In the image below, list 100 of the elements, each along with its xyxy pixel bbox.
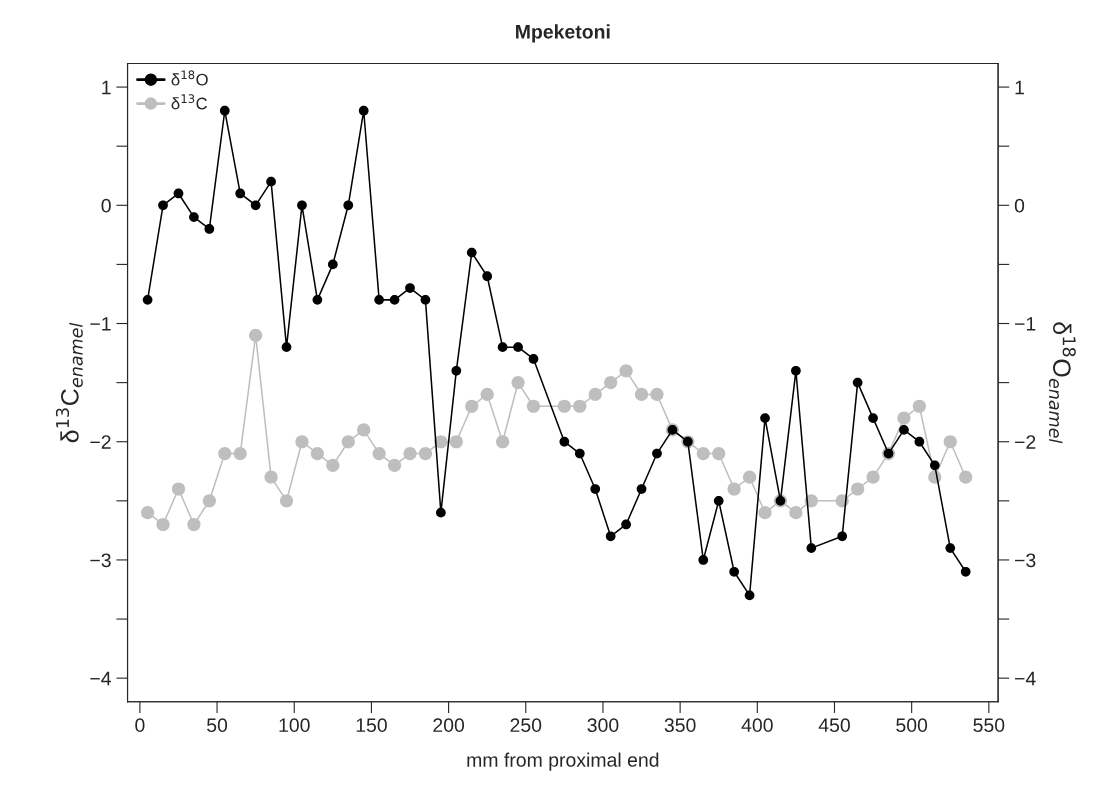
point	[621, 519, 631, 530]
point	[929, 460, 940, 471]
point	[297, 200, 307, 211]
point	[310, 446, 324, 461]
chart-title: Mpeketoni	[516, 24, 610, 43]
point	[605, 531, 616, 542]
point	[480, 387, 494, 402]
point	[868, 413, 878, 423]
point	[852, 377, 863, 388]
point	[791, 365, 801, 376]
x-tick-label: 100	[279, 718, 310, 733]
point	[420, 295, 431, 305]
point	[405, 283, 415, 293]
point	[451, 365, 462, 376]
point	[403, 446, 417, 461]
point	[497, 342, 508, 353]
point	[914, 436, 925, 447]
point	[187, 517, 201, 532]
point	[158, 200, 168, 211]
point	[727, 482, 741, 496]
point	[173, 188, 184, 199]
point	[219, 105, 230, 116]
point	[590, 484, 601, 494]
point	[742, 470, 757, 484]
y-tick-label: 1	[102, 80, 111, 95]
y-tick-label: −2	[90, 435, 111, 449]
x-tick-label: 150	[356, 718, 387, 733]
point	[156, 517, 170, 532]
point	[343, 200, 354, 211]
point	[281, 342, 292, 353]
point	[574, 448, 585, 459]
legend-label: δ$^{18}$O	[171, 70, 208, 86]
point	[588, 387, 602, 402]
point	[604, 376, 618, 390]
x-tick-label: 500	[896, 718, 928, 733]
point	[806, 543, 817, 553]
x-tick-label: 200	[433, 718, 465, 733]
x-tick-label: 350	[664, 718, 696, 733]
x-tick-label: 550	[973, 718, 1005, 733]
point	[341, 435, 355, 449]
point	[698, 555, 709, 565]
y2-tick-label: −3	[1015, 553, 1036, 568]
y2-tick-label: 1	[1015, 80, 1024, 95]
x-tick-label: 0	[135, 718, 145, 733]
y2-tick-label: −1	[1015, 317, 1036, 331]
point	[204, 224, 215, 234]
point	[789, 506, 803, 520]
point	[496, 435, 510, 449]
y2-tick-label: −4	[1015, 671, 1036, 686]
point	[729, 566, 740, 577]
point	[250, 200, 261, 211]
point	[573, 399, 587, 413]
point	[526, 399, 541, 413]
point	[312, 295, 323, 305]
point	[449, 435, 463, 449]
point	[235, 188, 246, 199]
point	[634, 387, 649, 402]
x-tick-label: 50	[207, 718, 228, 733]
point	[358, 105, 369, 116]
point	[943, 435, 957, 449]
point	[465, 399, 479, 413]
point	[326, 458, 340, 472]
y-tick-label: −1	[90, 317, 111, 331]
point	[511, 376, 525, 390]
point	[436, 507, 446, 518]
legend-label: δ$^{13}$C	[171, 94, 208, 110]
point	[619, 364, 633, 378]
point	[945, 543, 956, 553]
point	[837, 531, 848, 542]
point	[959, 470, 973, 484]
point	[266, 176, 276, 187]
point	[171, 482, 186, 496]
y-tick-label: −3	[90, 553, 111, 568]
point	[264, 470, 278, 484]
point	[559, 436, 570, 447]
point	[960, 566, 971, 577]
point	[912, 399, 926, 413]
point	[652, 448, 662, 459]
point	[357, 423, 371, 437]
x-axis-title: mm from proximal end	[467, 752, 659, 771]
point	[374, 295, 384, 305]
point	[696, 446, 710, 461]
point	[202, 494, 216, 508]
point	[713, 495, 724, 506]
x-tick-label: 450	[818, 718, 850, 733]
point	[636, 484, 647, 494]
point	[295, 435, 309, 449]
x-tick-label: 250	[510, 718, 542, 733]
point	[279, 494, 294, 508]
point	[897, 411, 911, 425]
point	[712, 446, 726, 461]
y-tick-label: −4	[90, 671, 111, 686]
point	[851, 482, 865, 496]
point	[387, 458, 402, 472]
point	[557, 399, 571, 413]
y2-tick-label: 0	[1014, 198, 1025, 213]
point	[482, 271, 493, 282]
point	[233, 446, 247, 461]
point	[189, 212, 199, 222]
y-axis-title: δ$^{13}$C$_{enamel}$	[55, 322, 83, 443]
